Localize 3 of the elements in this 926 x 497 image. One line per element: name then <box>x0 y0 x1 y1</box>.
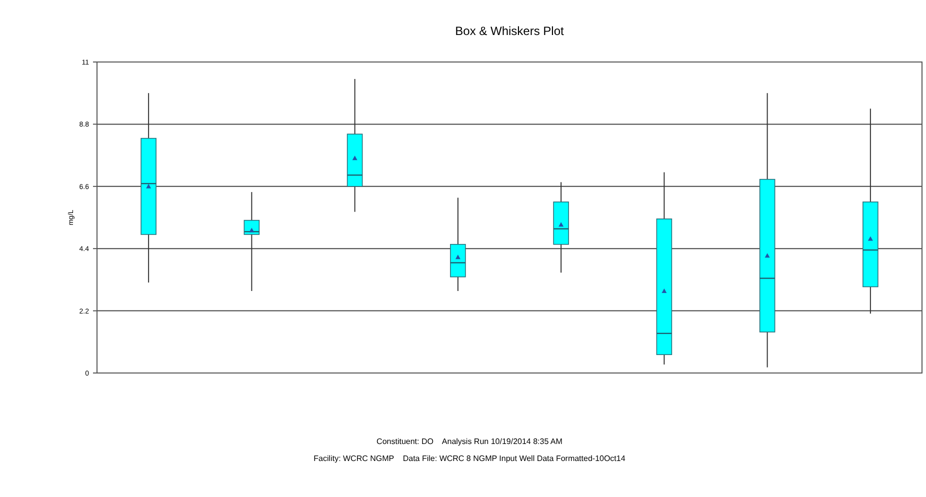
text: Facility: WCRC NGMP Data File: WCRC 8 NGMP Input Well Data Formatted-10Oct14 <box>314 454 626 463</box>
text: Constituent: DO Analysis Run 10/19/2014 8:35 AM <box>376 437 563 446</box>
chart-title: Box & Whiskers Plot <box>455 24 565 38</box>
